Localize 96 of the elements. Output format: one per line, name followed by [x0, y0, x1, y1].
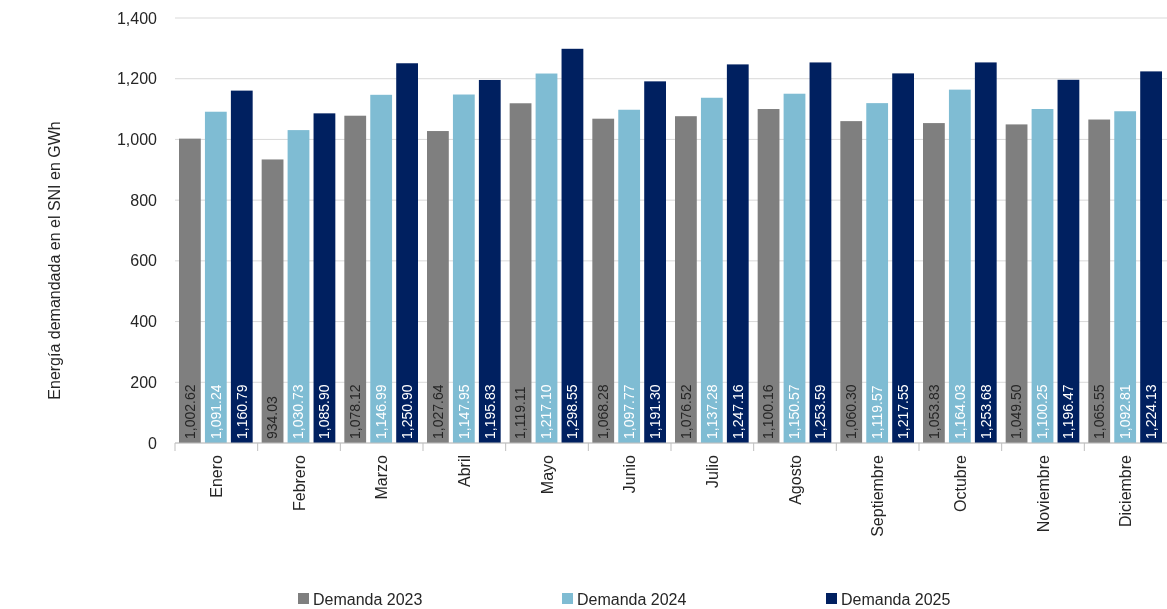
data-label: 1,164.03: [951, 384, 968, 439]
x-tick-label: Noviembre: [1034, 454, 1052, 533]
bar: [452, 94, 475, 443]
bar: [261, 159, 284, 443]
y-tick-label: 200: [130, 373, 158, 391]
bar: [726, 64, 749, 443]
data-label: 1,224.13: [1143, 384, 1160, 439]
bar: [783, 93, 806, 443]
data-label: 1,092.81: [1117, 384, 1134, 439]
bar: [809, 62, 832, 443]
data-label: 1,253.68: [977, 384, 994, 439]
data-label: 1,217.55: [895, 384, 912, 439]
x-tick-label: Agosto: [786, 454, 804, 505]
bar: [535, 73, 558, 443]
data-label: 1,049.50: [1008, 384, 1025, 439]
data-label: 1,137.28: [703, 384, 720, 439]
bar: [179, 138, 201, 443]
bar: [644, 81, 666, 443]
x-tick-label: Enero: [207, 454, 225, 498]
bar: [344, 115, 367, 443]
bar: [1114, 111, 1137, 443]
bar: [561, 48, 584, 443]
bar: [757, 109, 780, 443]
bar: [509, 103, 532, 443]
data-label: 1,195.83: [481, 384, 498, 439]
bar: [396, 63, 418, 443]
legend-label: Demanda 2024: [577, 590, 687, 608]
bar: [1005, 124, 1028, 443]
bar: [700, 97, 723, 443]
bar: [840, 121, 863, 443]
data-label: 1,091.24: [207, 384, 224, 439]
data-label: 1,247.16: [729, 384, 746, 439]
legend-label: Demanda 2023: [313, 590, 423, 608]
bar: [974, 62, 997, 443]
data-label: 1,100.16: [760, 384, 777, 439]
bar: [1057, 79, 1080, 443]
data-label: 1,002.62: [181, 384, 198, 439]
bar: [204, 111, 227, 443]
bar: [230, 90, 253, 443]
data-label: 1,253.59: [812, 384, 829, 439]
bar: [948, 89, 971, 443]
data-label: 1,085.90: [316, 384, 333, 439]
y-axis-title: Energía demandada en el SNI en GWh: [46, 121, 63, 400]
bar: [478, 79, 501, 443]
x-tick-label: Abril: [455, 455, 473, 488]
y-tick-label: 1,400: [116, 9, 158, 27]
bar: [892, 73, 914, 443]
bar: [370, 94, 393, 443]
legend-label: Demanda 2025: [841, 590, 951, 608]
data-label: 1,298.55: [564, 384, 581, 439]
x-tick-label: Septiembre: [869, 454, 887, 537]
y-tick-label: 1,000: [116, 131, 158, 149]
data-label: 1,119.11: [512, 386, 529, 439]
data-label: 1,191.30: [647, 384, 664, 439]
data-label: 1,053.83: [925, 384, 942, 439]
bar: [1140, 71, 1162, 443]
y-tick-label: 800: [130, 191, 158, 209]
data-label: 1,217.10: [538, 384, 555, 439]
x-tick-label: Julio: [703, 454, 721, 488]
y-tick-label: 600: [130, 252, 158, 270]
data-label: 1,027.64: [429, 384, 446, 439]
bar: [923, 123, 945, 443]
y-tick-label: 400: [130, 313, 158, 331]
data-label: 1,097.77: [621, 384, 638, 439]
x-tick-label: Octubre: [951, 454, 969, 512]
data-label: 1,250.90: [399, 384, 416, 439]
bar: [313, 113, 336, 443]
x-tick-label: Marzo: [373, 454, 391, 500]
x-tick-label: Mayo: [538, 454, 556, 495]
data-label: 1,196.47: [1060, 384, 1077, 439]
data-label: 1,076.52: [677, 384, 694, 439]
bar: [1088, 119, 1111, 443]
x-tick-label: Diciembre: [1117, 454, 1135, 528]
data-label: 1,068.28: [595, 384, 612, 439]
data-label: 1,146.99: [373, 384, 390, 439]
data-label: 1,078.12: [347, 384, 364, 439]
bar: [675, 116, 697, 443]
data-label: 1,147.95: [455, 384, 472, 439]
data-label: 1,160.79: [233, 384, 250, 439]
data-label: 1,065.55: [1091, 384, 1108, 439]
data-label: 1,150.57: [786, 384, 803, 439]
y-tick-label: 0: [148, 434, 158, 452]
data-label: 1,119.57: [869, 385, 886, 439]
data-label: 1,030.73: [290, 384, 307, 439]
x-tick-label: Junio: [621, 454, 639, 494]
bar: [592, 118, 615, 443]
bar: [1031, 109, 1054, 443]
bar: [427, 131, 449, 443]
bar: [618, 109, 641, 443]
y-tick-label: 1,200: [116, 70, 158, 88]
data-label: 934.03: [264, 395, 281, 439]
x-tick-label: Febrero: [290, 454, 308, 512]
bar: [287, 130, 310, 443]
data-label: 1,100.25: [1034, 384, 1051, 439]
bar: [866, 103, 889, 443]
data-label: 1,060.30: [843, 384, 860, 439]
